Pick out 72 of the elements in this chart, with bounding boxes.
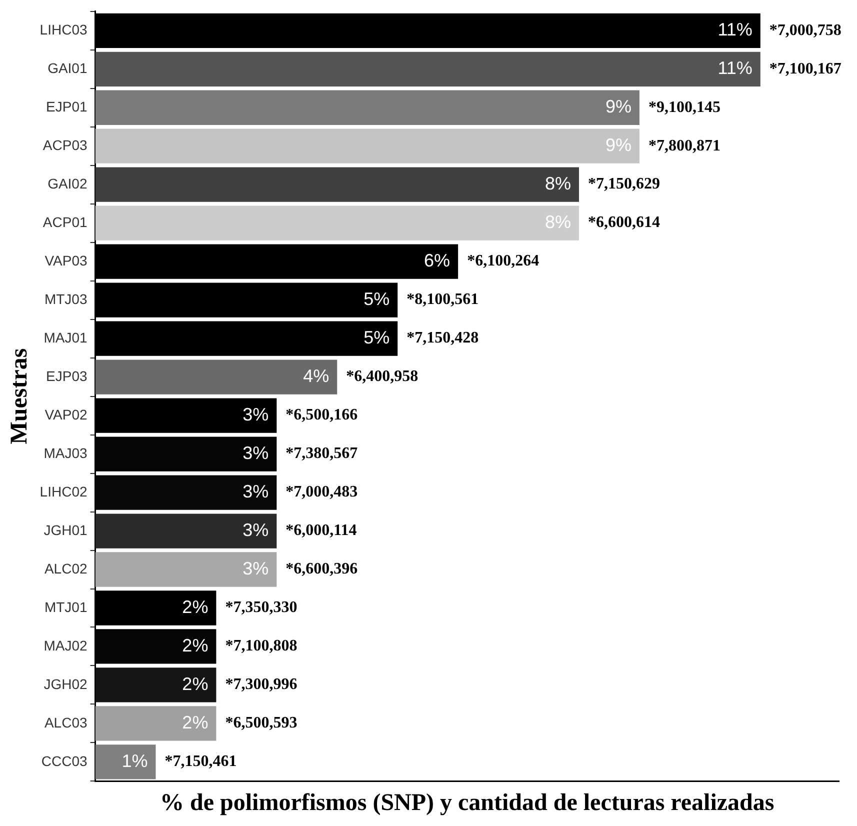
bar <box>95 360 338 394</box>
y-tick-label: JGH02 <box>44 676 88 692</box>
x-axis-title: % de polimorfismos (SNP) y cantidad de lecturas realizadas <box>160 790 774 816</box>
y-tick-label: MAJ03 <box>44 444 88 461</box>
data-label: 3% <box>242 558 269 578</box>
data-label: 2% <box>182 712 208 732</box>
annotation: *6,600,396 <box>286 560 358 578</box>
bar <box>95 90 640 125</box>
annotation: *7,380,567 <box>286 445 358 462</box>
annotation: *7,100,167 <box>769 60 842 78</box>
data-label: 5% <box>364 289 390 310</box>
y-tick-label: EJP01 <box>46 98 88 114</box>
annotation: *7,150,461 <box>164 753 237 770</box>
y-tick-label: EJP03 <box>46 368 88 384</box>
annotation: *9,100,145 <box>648 98 720 116</box>
data-label: 3% <box>242 481 269 502</box>
data-label: 1% <box>122 750 148 771</box>
y-tick-label: LIHC02 <box>40 483 88 500</box>
data-label: 5% <box>364 328 390 348</box>
bar <box>95 206 579 240</box>
data-label: 2% <box>182 596 208 617</box>
annotation: *7,300,996 <box>225 676 298 694</box>
annotation: *6,500,593 <box>225 714 298 732</box>
annotation: *7,000,758 <box>769 22 842 39</box>
y-tick-label: MAJ02 <box>44 637 88 654</box>
data-label: 11% <box>718 58 752 78</box>
y-tick-label: ALC02 <box>44 560 88 576</box>
annotation: *6,100,264 <box>467 252 540 270</box>
annotation: *7,100,808 <box>225 638 298 655</box>
bar <box>95 514 277 548</box>
annotation: *6,600,614 <box>588 214 660 232</box>
data-label: 3% <box>242 520 269 540</box>
annotation: *6,400,958 <box>346 368 418 386</box>
annotation: *7,000,483 <box>286 484 358 501</box>
data-label: 2% <box>182 635 208 656</box>
y-tick-label: CCC03 <box>41 752 88 769</box>
data-label: 11% <box>718 20 752 40</box>
annotation: *7,150,629 <box>588 176 660 193</box>
y-tick-label: MAJ01 <box>44 329 88 346</box>
y-tick-label: GAI02 <box>48 175 88 192</box>
data-label: 6% <box>424 250 450 271</box>
data-label: 4% <box>303 366 330 386</box>
y-tick-label: MTJ01 <box>44 598 88 615</box>
bar <box>95 668 216 702</box>
y-axis-title: Muestras <box>6 348 33 444</box>
annotation: *6,000,114 <box>286 522 357 540</box>
y-tick-label: LIHC03 <box>40 22 88 38</box>
annotation: *7,800,871 <box>648 137 720 154</box>
bar <box>95 167 579 202</box>
y-tick-label: ALC03 <box>44 714 88 730</box>
data-label: 9% <box>605 96 632 117</box>
bar <box>95 128 640 164</box>
y-tick-label: ACP03 <box>42 136 88 153</box>
y-tick-label: VAP02 <box>44 406 88 422</box>
y-tick-label: GAI01 <box>48 60 88 76</box>
y-tick-label: MTJ03 <box>44 290 88 307</box>
bar <box>95 552 277 587</box>
y-tick-label: ACP01 <box>42 214 88 230</box>
annotation: *8,100,561 <box>406 291 479 308</box>
bar <box>95 744 156 780</box>
bar <box>95 706 216 741</box>
annotation: *7,150,428 <box>406 330 479 347</box>
annotation: *7,350,330 <box>225 599 298 616</box>
y-tick-label: VAP03 <box>44 252 88 268</box>
data-label: 3% <box>242 443 269 464</box>
annotation: *6,500,166 <box>286 406 358 424</box>
data-label: 8% <box>544 174 571 194</box>
data-label: 3% <box>242 404 269 425</box>
y-tick-label: JGH01 <box>44 522 88 538</box>
data-label: 2% <box>182 674 208 694</box>
bar <box>95 52 760 86</box>
data-label: 9% <box>605 135 632 156</box>
